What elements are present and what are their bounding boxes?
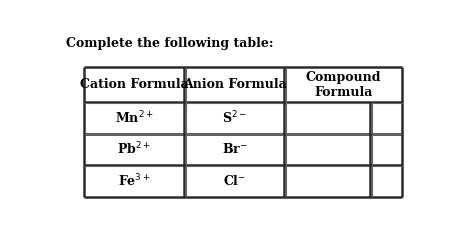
Text: Cl$^{-}$: Cl$^{-}$ — [223, 174, 246, 188]
Text: Fe$^{3+}$: Fe$^{3+}$ — [118, 173, 151, 189]
Text: Complete the following table:: Complete the following table: — [66, 37, 274, 50]
Text: Cation Formula: Cation Formula — [80, 78, 189, 91]
Text: Pb$^{2+}$: Pb$^{2+}$ — [117, 141, 151, 158]
Text: Anion Formula: Anion Formula — [183, 78, 286, 91]
Text: Br$^{-}$: Br$^{-}$ — [222, 142, 247, 156]
Text: S$^{2-}$: S$^{2-}$ — [222, 110, 247, 126]
Text: Compound
Formula: Compound Formula — [306, 71, 381, 99]
Text: Mn$^{2+}$: Mn$^{2+}$ — [115, 110, 154, 126]
